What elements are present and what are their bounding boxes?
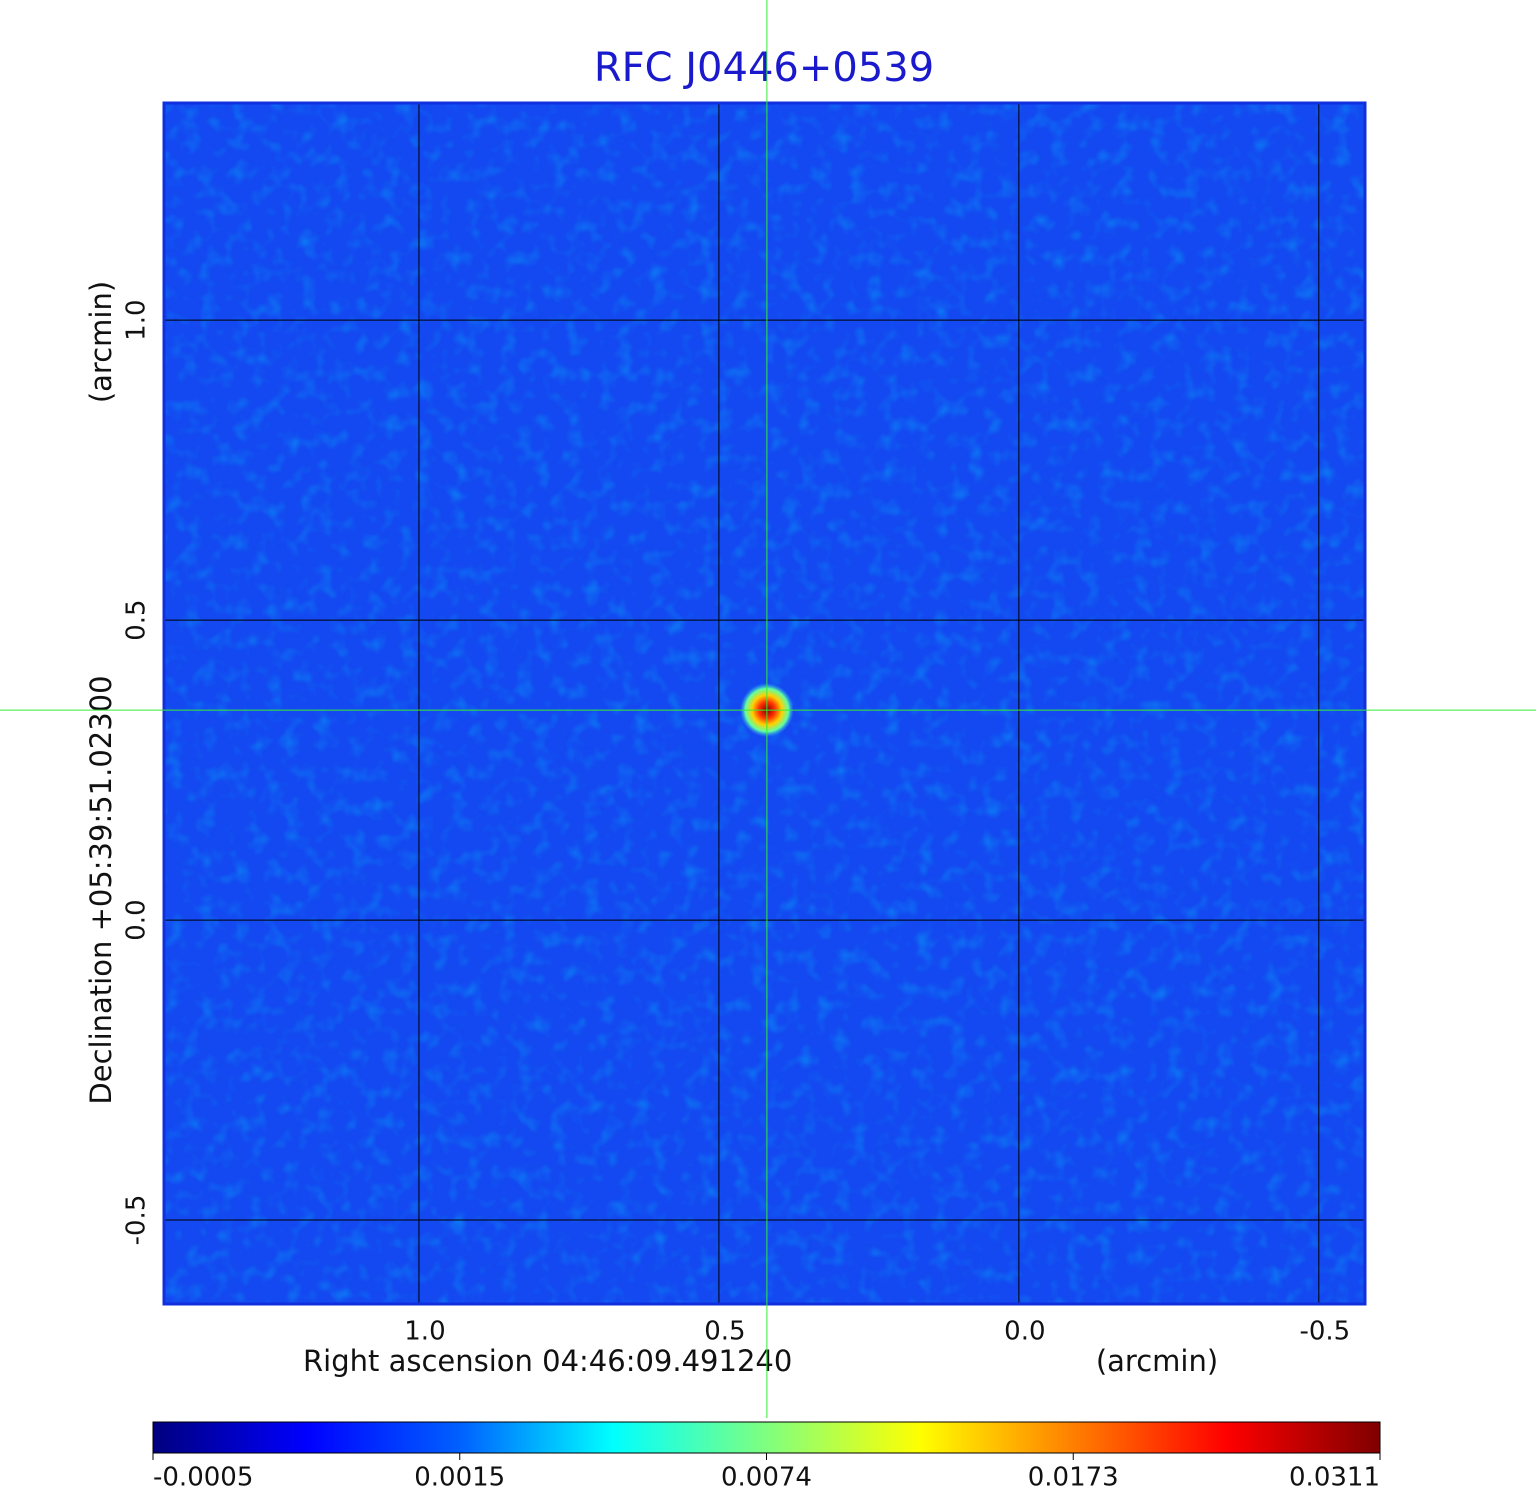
colorbar-tick-label: 0.0015 <box>414 1463 505 1493</box>
y-tick-label: 0.5 <box>122 599 152 640</box>
plot-frame <box>162 101 1367 1306</box>
x-tick-label: -0.5 <box>1299 1317 1350 1347</box>
x-tick-label: 0.0 <box>1004 1317 1045 1347</box>
x-axis-unit: (arcmin) <box>1096 1344 1218 1378</box>
colorbar-tick-label: 0.0311 <box>1289 1463 1380 1493</box>
y-tick-label: -0.5 <box>122 1195 152 1246</box>
x-axis-label: Right ascension 04:46:09.491240 <box>303 1344 792 1378</box>
x-tick-label: 1.0 <box>404 1317 445 1347</box>
y-tick-label: 1.0 <box>122 299 152 340</box>
y-axis-label: Declination +05:39:51.02300 <box>84 675 118 1104</box>
y-tick-label: 0.0 <box>122 899 152 940</box>
colorbar-tick-label: 0.0074 <box>721 1463 812 1493</box>
chart-title: RFC J0446+0539 <box>594 45 934 91</box>
colorbar <box>152 1421 1381 1454</box>
y-axis-unit: (arcmin) <box>84 281 118 403</box>
x-tick-label: 0.5 <box>704 1317 745 1347</box>
colorbar-tick-label: 0.0173 <box>1028 1463 1119 1493</box>
colorbar-tick-label: -0.0005 <box>153 1463 253 1493</box>
